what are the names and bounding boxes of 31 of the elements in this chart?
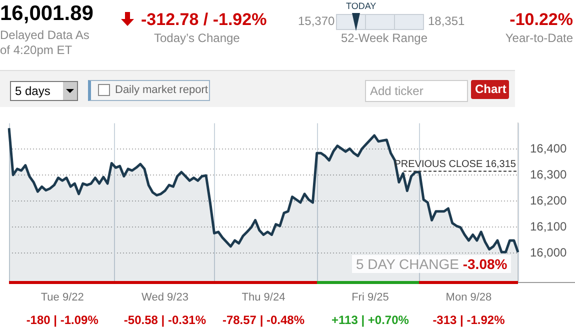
text: Year-to-Date	[505, 31, 573, 45]
chart-subtitle: Delayed Data As of 4:20pm ET	[0, 28, 90, 58]
text: -180 | -1.09%	[25, 313, 100, 327]
annotation: -3.08%	[462, 256, 508, 272]
text: -313 | -1.92%	[432, 313, 506, 327]
annotation: 5 DAY CHANGE	[356, 256, 459, 272]
text: -50.58 | -0.31%	[122, 313, 207, 327]
text: +113 | +0.70%	[330, 313, 410, 327]
x-tick-label: Mon 9/28	[446, 291, 492, 304]
text: -312.78 / -1.92%	[141, 10, 267, 30]
text: -10.22%	[510, 10, 573, 30]
y-tick-label: 16,200	[530, 194, 568, 208]
report-toggle: Daily market report	[88, 80, 210, 101]
y-tick-label: 16,400	[530, 142, 568, 156]
period-dropdown: 5 days	[10, 81, 78, 101]
x-tick-label: Fri 9/25	[352, 291, 389, 304]
x-tick-label: Tue 9/22	[40, 291, 84, 304]
text: 15,370	[298, 14, 335, 28]
text: 18,351	[428, 14, 465, 28]
chart-button: Chart	[471, 80, 509, 99]
x-tick-label: Wed 9/23	[142, 291, 188, 304]
y-tick-label: 16,000	[530, 246, 568, 260]
text: TODAY	[346, 1, 376, 11]
text: Today’s Change	[154, 31, 240, 45]
text: 52-Week Range	[341, 31, 428, 45]
x-tick-label: Thu 9/24	[242, 291, 286, 304]
text: -78.57 | -0.48%	[221, 313, 306, 327]
chart-title: 16,001.89	[0, 2, 94, 26]
ticker-input: Add ticker	[365, 80, 468, 102]
y-tick-label: 16,300	[530, 168, 568, 182]
y-tick-label: 16,100	[530, 220, 568, 234]
